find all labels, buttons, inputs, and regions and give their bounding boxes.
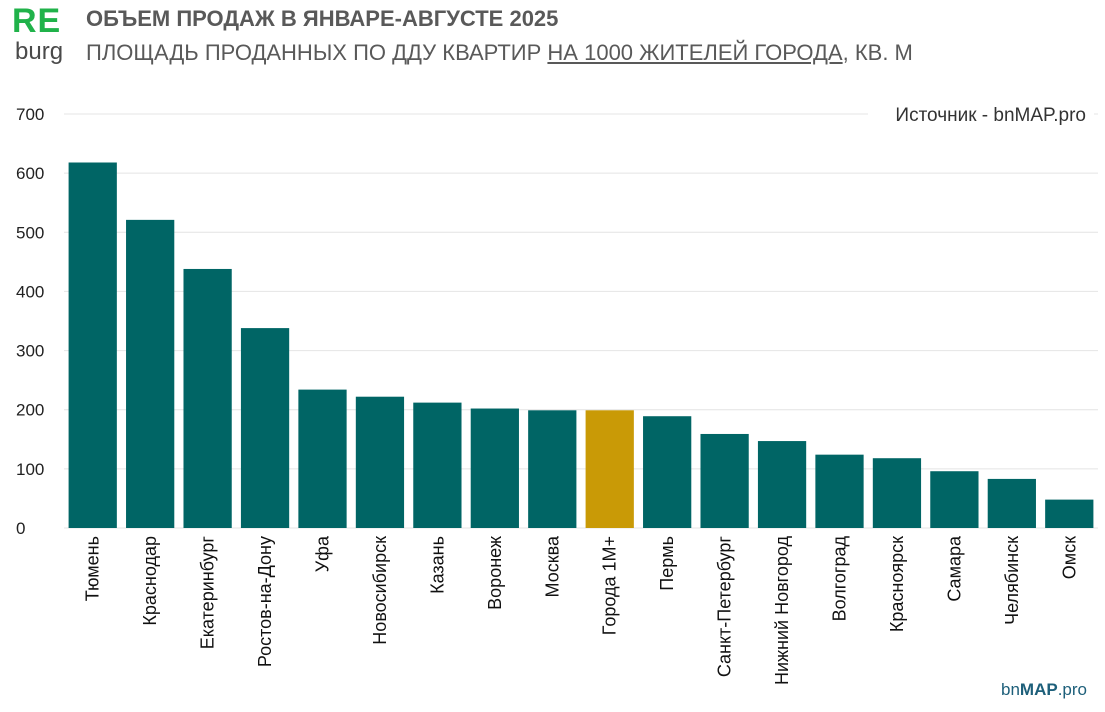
x-category-label-11: Пермь xyxy=(657,536,677,591)
x-category-label-15: Красноярск xyxy=(887,536,907,632)
y-tick-label-700: 700 xyxy=(16,105,44,124)
bar-3 xyxy=(183,268,232,528)
x-category-label-18: Омск xyxy=(1059,536,1079,579)
x-category-label-12: Санкт-Петербург xyxy=(715,536,735,678)
bar-16 xyxy=(930,471,979,528)
bar-13 xyxy=(757,441,807,528)
x-category-label-17: Челябинск xyxy=(1002,536,1022,625)
x-category-label-13: Нижний Новгород xyxy=(772,536,792,686)
logo-burg-text: burg xyxy=(15,38,64,65)
x-category-label-16: Самара xyxy=(944,535,964,602)
chart-title: ОБЪЕМ ПРОДАЖ В ЯНВАРЕ-АВГУСТЕ 2025 xyxy=(86,6,559,31)
bar-5 xyxy=(298,389,347,528)
x-category-label-10: Города 1М+ xyxy=(600,536,620,635)
x-category-label-9: Москва xyxy=(542,535,562,597)
x-category-label-14: Волгоград xyxy=(830,536,850,622)
bar-7 xyxy=(413,402,462,528)
bar-2 xyxy=(126,219,175,528)
bar-9 xyxy=(528,410,577,528)
x-category-label-8: Воронеж xyxy=(485,536,505,610)
logo-re-text: RE xyxy=(12,2,62,40)
x-category-label-4: Ростов-на-Дону xyxy=(255,536,275,667)
bar-15 xyxy=(872,458,922,528)
subtitle-part1: ПЛОЩАДЬ ПРОДАННЫХ ПО ДДУ КВАРТИР xyxy=(86,40,548,65)
x-category-label-1: Тюмень xyxy=(83,536,103,601)
x-category-label-2: Краснодар xyxy=(140,536,160,626)
bnmap-logo: bnMAP.pro xyxy=(1001,680,1087,700)
y-tick-label-600: 600 xyxy=(16,164,44,183)
reburg-logo: RE burg xyxy=(12,4,74,66)
y-tick-label-100: 100 xyxy=(16,460,44,479)
y-tick-label-500: 500 xyxy=(16,223,44,242)
bar-11 xyxy=(643,416,692,528)
bar-4 xyxy=(240,328,290,528)
bar-17 xyxy=(987,478,1036,528)
y-tick-label-300: 300 xyxy=(16,342,44,361)
bar-12 xyxy=(700,433,749,528)
bar-8 xyxy=(470,408,519,528)
bar-10 xyxy=(585,410,634,528)
brand-prefix: bn xyxy=(1001,680,1020,699)
x-category-label-5: Уфа xyxy=(313,535,333,572)
bar-6 xyxy=(355,396,405,528)
brand-bold: MAP xyxy=(1019,680,1058,699)
bar-14 xyxy=(815,454,864,528)
bar-1 xyxy=(68,162,117,529)
source-annotation: Источник - bnMAP.pro xyxy=(895,105,1086,126)
y-tick-label-0: 0 xyxy=(16,519,25,538)
y-tick-label-400: 400 xyxy=(16,282,44,301)
bar-18 xyxy=(1045,499,1094,528)
x-category-label-6: Новосибирск xyxy=(370,536,390,645)
x-category-label-7: Казань xyxy=(427,536,447,594)
subtitle-part2: , КВ. М xyxy=(842,40,913,65)
source-annotation-bg xyxy=(868,100,1094,128)
chart-subtitle: ПЛОЩАДЬ ПРОДАННЫХ ПО ДДУ КВАРТИР НА 1000… xyxy=(86,40,913,66)
subtitle-underlined: НА 1000 ЖИТЕЛЕЙ ГОРОДА xyxy=(547,40,843,65)
y-tick-label-200: 200 xyxy=(16,401,44,420)
brand-suffix: .pro xyxy=(1057,680,1087,699)
x-category-label-3: Екатеринбург xyxy=(198,536,218,650)
